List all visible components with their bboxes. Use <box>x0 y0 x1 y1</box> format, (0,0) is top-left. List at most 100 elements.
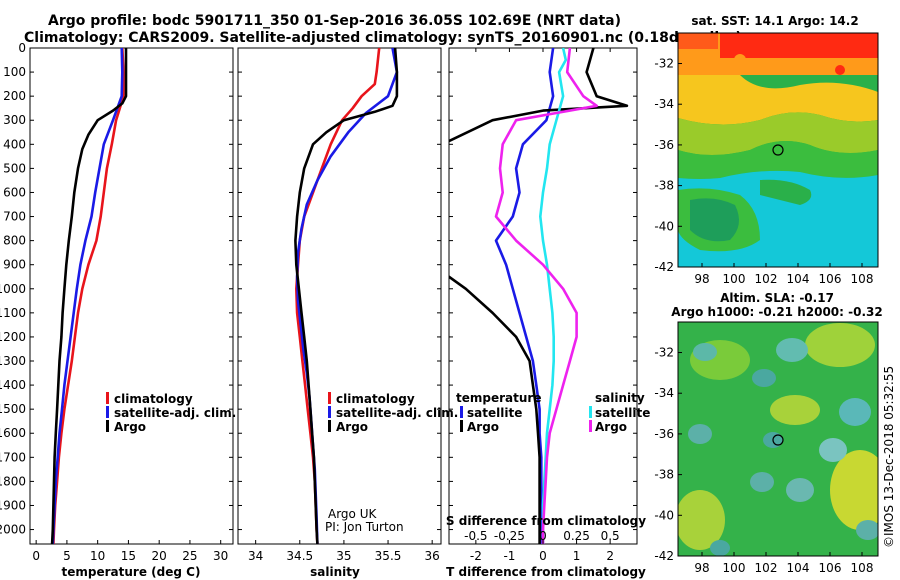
x-tick-label: 15 <box>121 549 136 563</box>
lat-tick-label: -42 <box>654 260 674 274</box>
s-difference-label: S difference from climatology <box>446 514 646 528</box>
legend-swatch-argo <box>106 420 109 432</box>
legend-swatch-s-satellite <box>589 406 592 418</box>
x-tick-label: 34 <box>248 549 263 563</box>
depth-tick-label: 1500 <box>0 402 26 416</box>
x-tick-label: 1 <box>573 549 581 563</box>
lon-tick-label: 98 <box>694 561 709 575</box>
x-tick-label: 0 <box>539 549 547 563</box>
series-line-temperature-satellite <box>494 48 555 544</box>
legend-swatch-climatology <box>328 392 331 404</box>
annotation-argo-uk: Argo UK <box>328 507 377 521</box>
sla-map <box>678 322 878 556</box>
lon-tick-label: 106 <box>819 272 842 286</box>
lon-tick-label: 106 <box>819 561 842 575</box>
lat-tick-label: -36 <box>654 138 674 152</box>
sla-map-title: Altim. SLA: -0.17 <box>720 291 834 305</box>
s-tick-label: 0.25 <box>563 529 590 543</box>
figure-title-line1: Argo profile: bodc 5901711_350 01-Sep-20… <box>48 13 621 29</box>
x-tick-label: -1 <box>503 549 515 563</box>
lat-tick-label: -32 <box>654 57 674 71</box>
salinity-legend: climatology satellite-adj. clim. Argo <box>328 392 458 434</box>
sst-map-frame <box>677 32 879 268</box>
lon-tick-label: 100 <box>723 561 746 575</box>
t-difference-x-ticks: -2 -1 0 1 2 <box>470 540 614 563</box>
x-tick-label: 0 <box>32 549 40 563</box>
argo-location-marker <box>772 144 784 156</box>
depth-tick-label: 2000 <box>0 523 26 537</box>
lon-tick-label: 104 <box>787 272 810 286</box>
depth-axis: 0 100 200 300 400 500 600 700 800 900 1000 1100 1200… <box>0 41 637 537</box>
sst-map-axes: 98 100 102 104 106 108 -32 -34 -36 -38 -40 -42 <box>654 57 873 286</box>
argo-location-marker <box>772 434 784 446</box>
legend-climatology: climatology <box>336 392 415 406</box>
lon-tick-label: 102 <box>755 272 778 286</box>
lat-tick-label: -42 <box>654 549 674 563</box>
legend-swatch-t-satellite <box>460 406 463 418</box>
x-tick-label: 36 <box>425 549 440 563</box>
annotation-pi: PI: Jon Turton <box>325 520 404 534</box>
series-line-argo <box>294 48 399 544</box>
salinity-series <box>294 48 399 544</box>
difference-panel <box>448 47 638 545</box>
legend-t-argo: Argo <box>467 420 499 434</box>
series-line-salinity-argo <box>494 48 599 544</box>
legend-t-satellite: satellite <box>467 406 522 420</box>
temperature-series <box>50 48 128 544</box>
series-line-temperature-argo <box>449 48 629 544</box>
legend-swatch-climatology <box>106 392 109 404</box>
depth-tick-label: 1100 <box>0 306 26 320</box>
difference-series <box>449 48 629 544</box>
x-tick-label: 34.5 <box>286 549 313 563</box>
salinity-xlabel: salinity <box>310 565 360 579</box>
lat-tick-label: -38 <box>654 468 674 482</box>
depth-tick-label: 1600 <box>0 426 26 440</box>
lat-tick-label: -40 <box>654 508 674 522</box>
difference-xlabel: T difference from climatology <box>446 565 646 579</box>
x-tick-label: -2 <box>470 549 482 563</box>
legend-swatch-satellite <box>328 406 331 418</box>
x-tick-label: 30 <box>213 549 228 563</box>
s-tick-label: -0.5 <box>464 529 487 543</box>
depth-tick-label: 200 <box>3 89 26 103</box>
depth-tick-label: 900 <box>3 258 26 272</box>
depth-tick-label: 500 <box>3 161 26 175</box>
legend-argo: Argo <box>114 420 146 434</box>
x-tick-label: 35 <box>336 549 351 563</box>
legend-swatch-satellite <box>106 406 109 418</box>
s-tick-label: 0 <box>539 529 547 543</box>
temperature-legend: climatology satellite-adj. clim. Argo <box>106 392 236 434</box>
difference-legend: temperature satellite Argo salinity sate… <box>456 391 650 434</box>
legend-satellite: satellite-adj. clim. <box>114 406 236 420</box>
depth-tick-label: 1300 <box>0 354 26 368</box>
s-tick-label: -0.25 <box>494 529 525 543</box>
lon-tick-label: 98 <box>694 272 709 286</box>
temperature-panel <box>29 47 234 545</box>
depth-tick-label: 300 <box>3 113 26 127</box>
salinity-panel <box>237 47 442 545</box>
depth-tick-label: 600 <box>3 185 26 199</box>
depth-tick-label: 800 <box>3 234 26 248</box>
lat-tick-label: -34 <box>654 97 674 111</box>
legend-s-argo: Argo <box>595 420 627 434</box>
depth-tick-label: 1000 <box>0 282 26 296</box>
s-tick-label: 0.5 <box>601 529 620 543</box>
x-tick-label: 35.5 <box>375 549 402 563</box>
legend-swatch-s-argo <box>589 420 592 432</box>
depth-tick-label: 0 <box>18 41 26 55</box>
sst-map <box>678 33 878 267</box>
lat-tick-label: -40 <box>654 219 674 233</box>
legend-satellite: satellite-adj. clim. <box>336 406 458 420</box>
legend-salinity-title: salinity <box>595 391 645 405</box>
sst-map-title: sat. SST: 14.1 Argo: 14.2 <box>691 14 858 28</box>
sla-map-subtitle: Argo h1000: -0.21 h2000: -0.32 <box>671 305 882 319</box>
legend-temperature-title: temperature <box>456 391 541 405</box>
legend-swatch-t-argo <box>460 420 463 432</box>
x-tick-label: 5 <box>63 549 71 563</box>
x-tick-label: 2 <box>606 549 614 563</box>
figure-title-line2: Climatology: CARS2009. Satellite-adjuste… <box>24 30 742 46</box>
lat-tick-label: -38 <box>654 179 674 193</box>
salinity-x-ticks: 34 34.5 35 35.5 36 <box>248 540 440 563</box>
series-line-argo <box>50 48 128 544</box>
